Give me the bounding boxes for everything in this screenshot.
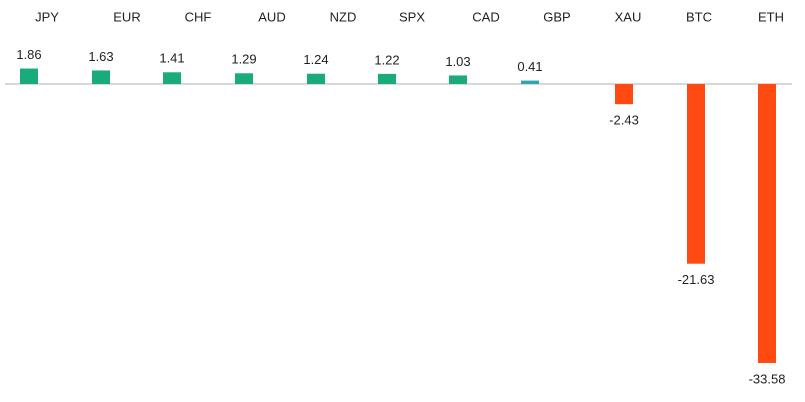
bar <box>449 75 467 84</box>
category-label: JPY <box>35 9 59 24</box>
value-label: 1.63 <box>88 49 113 64</box>
category-label: EUR <box>113 9 140 24</box>
bar <box>307 73 325 84</box>
bar <box>378 73 396 84</box>
bar <box>687 84 705 264</box>
bar <box>20 68 38 84</box>
category-label: CHF <box>185 9 212 24</box>
value-label: 1.29 <box>231 52 256 67</box>
category-label: SPX <box>399 9 425 24</box>
value-label: 1.24 <box>303 52 328 67</box>
value-label: 1.41 <box>159 51 184 66</box>
category-label: CAD <box>472 9 499 24</box>
category-label: NZD <box>330 9 357 24</box>
value-label: -21.63 <box>678 272 715 287</box>
value-label: -2.43 <box>609 113 639 128</box>
category-label: XAU <box>615 9 642 24</box>
bar <box>235 73 253 84</box>
bar <box>615 84 633 105</box>
category-label: ETH <box>758 9 784 24</box>
bar <box>163 72 181 84</box>
value-label: 0.41 <box>517 59 542 74</box>
category-label: AUD <box>258 9 285 24</box>
category-label: GBP <box>543 9 570 24</box>
bar <box>758 84 776 363</box>
value-label: 1.22 <box>374 52 399 67</box>
value-label: 1.86 <box>16 47 41 62</box>
bar <box>521 80 539 84</box>
category-label: BTC <box>686 9 712 24</box>
value-label: -33.58 <box>749 371 786 386</box>
value-label: 1.03 <box>445 54 470 69</box>
bar <box>92 70 110 84</box>
